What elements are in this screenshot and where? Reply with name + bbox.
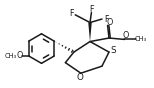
- Text: O: O: [106, 18, 113, 27]
- Text: CH₃: CH₃: [135, 36, 147, 42]
- Text: O: O: [122, 31, 129, 40]
- Text: F: F: [69, 9, 73, 18]
- Polygon shape: [88, 23, 92, 42]
- Text: O: O: [16, 51, 22, 60]
- Text: O: O: [77, 73, 84, 82]
- Text: S: S: [110, 46, 116, 55]
- Text: CH₃: CH₃: [5, 53, 17, 59]
- Text: F: F: [105, 15, 109, 24]
- Text: F: F: [89, 5, 94, 14]
